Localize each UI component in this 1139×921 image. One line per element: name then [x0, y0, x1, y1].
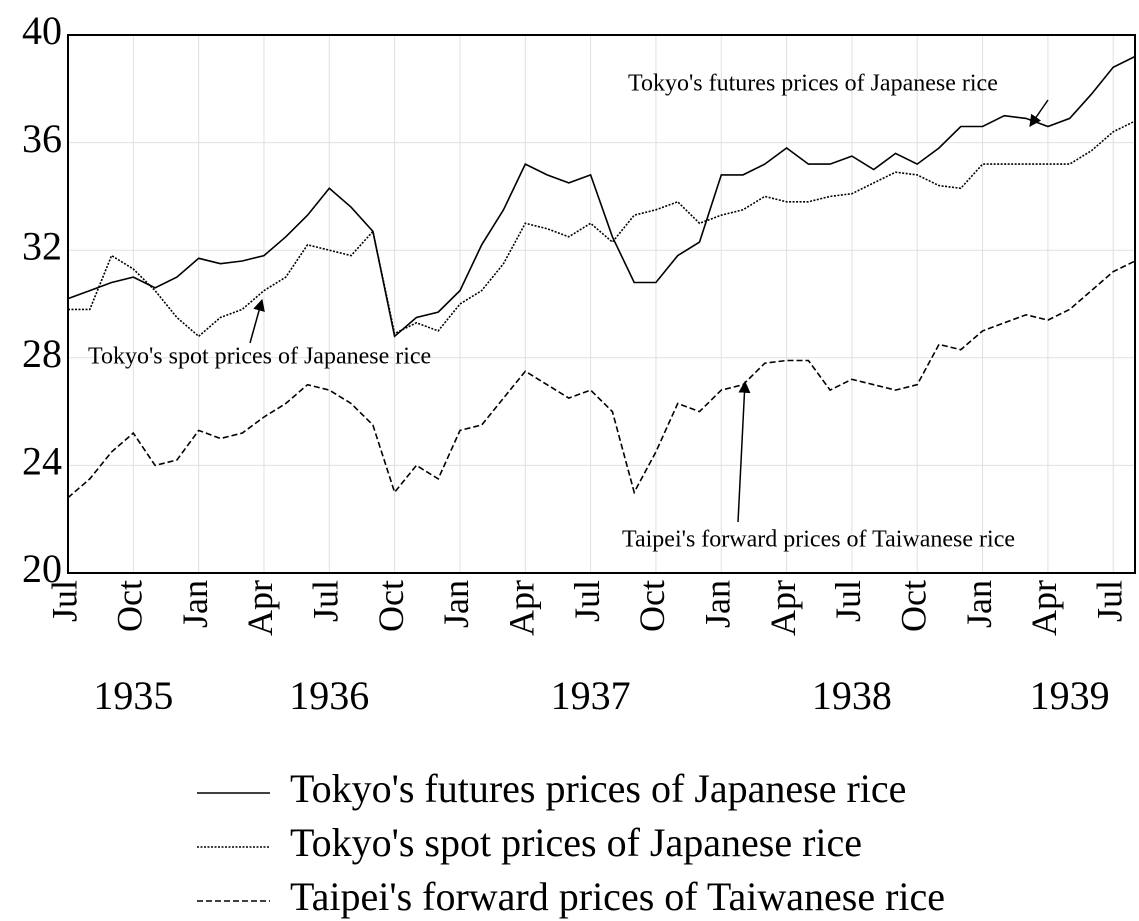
legend-label: Taipei's forward prices of Taiwanese ric… — [290, 874, 945, 919]
x-tick-label: Jul — [44, 580, 84, 622]
x-tick-label: Apr — [1024, 580, 1064, 636]
x-tick-label: Apr — [502, 580, 542, 636]
y-tick-label: 40 — [22, 8, 62, 53]
series-line — [67, 55, 1136, 338]
x-tick-label: Apr — [763, 580, 803, 636]
x-tick-label: Oct — [110, 580, 150, 632]
annotation: Tokyo's futures prices of Japanese rice — [628, 71, 998, 97]
annotation-arrow — [1029, 99, 1049, 127]
year-label: 1938 — [812, 673, 892, 718]
legend: Tokyo's futures prices of Japanese rice T… — [197, 766, 945, 919]
plot-frame — [67, 34, 1136, 574]
x-tick-label: Jan — [959, 580, 999, 628]
y-tick-label: 36 — [22, 116, 62, 161]
x-tick-label: Jul — [1089, 580, 1129, 622]
annotation-arrow — [249, 298, 265, 344]
annotation: Taipei's forward prices of Taiwanese ric… — [622, 527, 1015, 553]
annotation: Tokyo's spot prices of Japanese rice — [88, 344, 431, 370]
year-label: 1936 — [289, 673, 369, 718]
y-tick-label: 24 — [22, 439, 62, 484]
x-tick-label: Jan — [436, 580, 476, 628]
series-line — [68, 120, 1136, 338]
year-label: 1939 — [1030, 673, 1110, 718]
legend-label: Tokyo's spot prices of Japanese rice — [290, 820, 862, 865]
x-tick-label: Apr — [240, 580, 280, 636]
lines — [67, 55, 1136, 499]
y-tick-label: 20 — [22, 546, 62, 591]
x-tick-label: Oct — [894, 580, 934, 632]
x-tick-label: Jul — [567, 580, 607, 622]
x-tick-label: Oct — [632, 580, 672, 632]
y-tick-label: 32 — [22, 223, 62, 268]
x-tick-label: Oct — [371, 580, 411, 632]
year-label: 1935 — [93, 673, 173, 718]
x-tick-label: Jul — [828, 580, 868, 622]
series-line — [67, 260, 1136, 499]
y-tick-label: 28 — [22, 331, 62, 376]
x-tick-label: Jan — [175, 580, 215, 628]
grid — [67, 34, 1135, 574]
legend-label: Tokyo's futures prices of Japanese rice — [290, 766, 906, 811]
year-label: 1937 — [551, 673, 631, 718]
x-tick-label: Jan — [698, 580, 738, 628]
annotation-arrow — [737, 380, 751, 523]
x-tick-label: Jul — [306, 580, 346, 622]
